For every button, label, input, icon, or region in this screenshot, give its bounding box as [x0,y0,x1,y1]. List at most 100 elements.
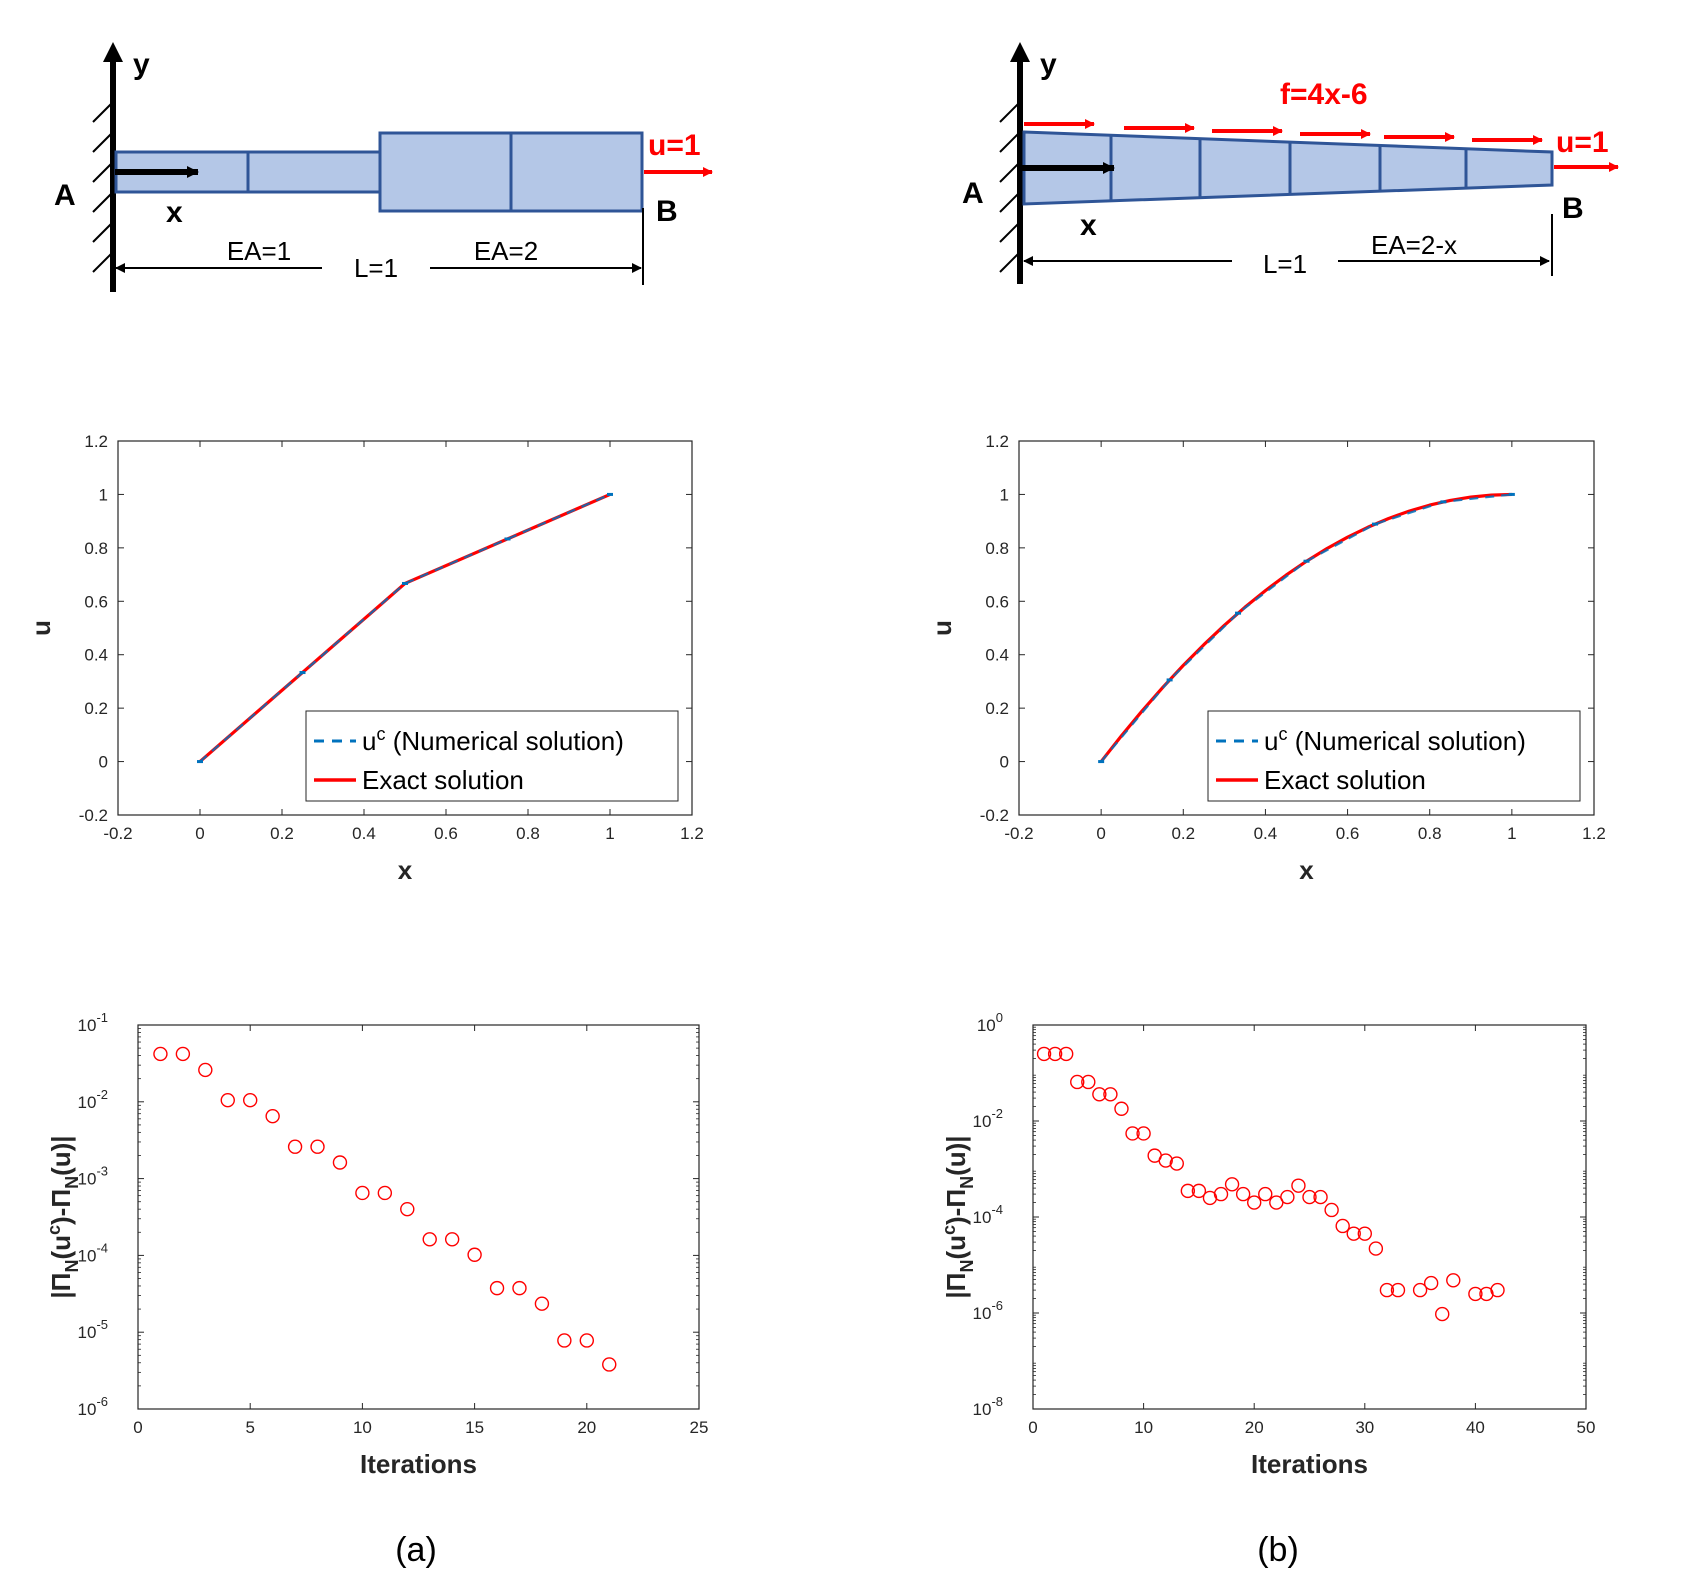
y-tick-label: 0.6 [84,592,108,611]
x-tick-label: 50 [1577,1418,1596,1437]
y-tick-label: 10-6 [973,1298,1003,1323]
end-condition-b: u=1 [1556,126,1609,159]
caption-a: (a) [395,1531,437,1569]
y-axis-label: u [927,620,957,636]
data-point [1446,1273,1461,1288]
wall-hatch-a [92,101,114,273]
x-tick-label: 0 [195,824,204,843]
y-axis-label: u [26,620,56,636]
tapered-bar [1022,130,1554,206]
y-tick-label: 0 [1000,753,1009,772]
data-point [1412,1282,1428,1298]
data-point [310,1139,325,1154]
data-point [444,1232,460,1247]
x-tick-label: 25 [690,1418,709,1437]
y-tick-label: -0.2 [79,806,108,825]
y-tick-label: 1.2 [985,432,1009,451]
data-point [1103,1087,1118,1102]
data-point [1490,1282,1505,1298]
data-point [1423,1275,1439,1291]
diagram-b: y x A B f=4x-6 u=1 L=1 EA=2-x [962,42,1619,284]
x-tick-label: 0.2 [1171,824,1195,843]
data-point [265,1108,280,1124]
x-axis-label-a: x [166,196,183,229]
y-tick-label: 0 [99,753,108,772]
x-tick-label: 0.2 [270,824,294,843]
data-point [1368,1241,1384,1256]
y-tick-label: 10-3 [78,1164,108,1189]
data-point [1047,1046,1063,1062]
y-tick-label: 10-8 [973,1394,1003,1419]
y-tick-label: 0.2 [985,699,1009,718]
data-point [175,1046,191,1062]
data-point [1335,1218,1350,1234]
data-point [1313,1189,1328,1205]
x-tick-label: 1.2 [1582,824,1606,843]
x-tick-label: 1.2 [680,824,704,843]
legend-box [1207,710,1581,802]
y-tick-label: 1 [1000,485,1009,504]
x-tick-label: 20 [1245,1418,1264,1437]
data-point [1213,1186,1229,1202]
x-tick-label: 10 [1134,1418,1153,1437]
plot-frame [1032,1024,1587,1410]
data-point [1224,1177,1240,1192]
series-numerical-solution [199,493,611,763]
data-point [557,1333,572,1348]
y-tick-label: 10-2 [78,1087,108,1112]
diagram-a: y x A B u=1 L=1 EA=1 EA=2 [54,42,713,292]
x-axis-label: x [1299,855,1314,885]
data-point [1191,1183,1207,1199]
stiffness-right-label: EA=2 [474,236,538,266]
x-tick-label: 0 [133,1418,142,1437]
numerical-node [1098,760,1105,764]
data-point [534,1296,550,1311]
x-tick-label: -0.2 [103,824,132,843]
numerical-node [1235,611,1242,615]
y-axis-label: |ΠN(uc)-ΠN(u)| [44,1135,82,1298]
span-label-a: L=1 [354,253,398,283]
legend-label-exact: Exact solution [1264,765,1426,795]
chart-a-convergence: 0 5 10 15 20 25 10-6 10-5 10-4 10-3 10-2 10-1 Iterat… [44,1010,708,1479]
y-tick-label: 10-6 [78,1394,108,1419]
y-tick-label: 10-4 [973,1202,1003,1227]
legend-label-numerical: uc (Numerical solution) [1264,724,1526,756]
numerical-node [504,537,511,541]
legend-box [305,710,679,802]
data-point [355,1185,370,1201]
legend-label-exact: Exact solution [362,765,524,795]
x-tick-label: 20 [577,1418,596,1437]
data-point [400,1201,415,1217]
x-tick-label: 0.4 [1254,824,1278,843]
data-point [1114,1101,1129,1116]
point-a-label: A [54,179,76,212]
data-point [1390,1282,1406,1298]
x-axis-label: Iterations [360,1449,477,1479]
x-tick-label: 0.8 [1418,824,1442,843]
x-tick-label: 0.8 [516,824,540,843]
plot-frame [137,1024,700,1410]
data-point [1092,1087,1107,1102]
y-axis-label-a: y [133,48,150,81]
chart-b-displacement: -0.2 0 0.2 0.4 0.6 0.8 1 1.2 -0.2 0 0.2 0.4 0.6 0.8 1 1… [927,432,1606,885]
x-tick-label: 0.4 [352,824,376,843]
y-axis-label: |ΠN(uc)-ΠN(u)| [939,1135,977,1298]
span-label-b: L=1 [1263,249,1307,279]
point-b-label: B [1562,192,1584,225]
numerical-node [402,581,408,585]
y-axis-arrowhead-b [1010,42,1030,62]
x-tick-label: 0.6 [434,824,458,843]
load-label: f=4x-6 [1280,78,1368,111]
data-point [1324,1202,1339,1218]
x-tick-label: -0.2 [1004,824,1033,843]
x-tick-label: 40 [1466,1418,1485,1437]
data-point [1258,1186,1273,1202]
data-point [198,1062,213,1078]
data-point [1180,1183,1196,1199]
x-tick-label: 0.6 [1336,824,1360,843]
y-tick-label: 10-1 [78,1010,108,1035]
data-point [1058,1046,1074,1062]
y-tick-label: 0.8 [985,539,1009,558]
data-point [1468,1286,1483,1302]
x-tick-label: 1 [1507,824,1516,843]
